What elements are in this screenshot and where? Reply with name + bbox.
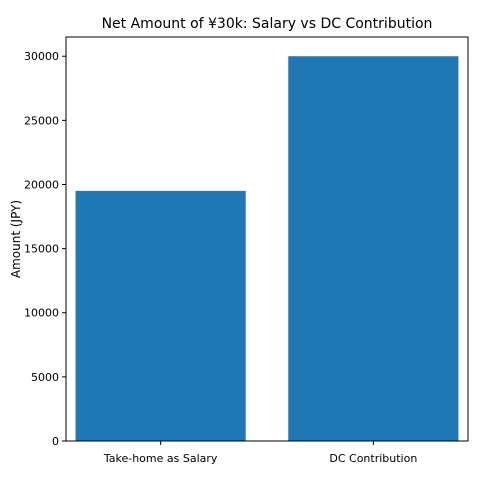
y-tick-label: 0: [52, 435, 59, 448]
y-axis-label: Amount (JPY): [9, 200, 23, 278]
y-axis-ticks: 0 5000 10000 15000 20000 25000 30000: [24, 50, 66, 448]
x-tick-label: DC Contribution: [329, 452, 417, 465]
y-tick-label: 10000: [24, 307, 59, 320]
y-tick-label: 25000: [24, 114, 59, 127]
bars-group: [75, 56, 459, 441]
x-tick-label: Take-home as Salary: [103, 452, 218, 465]
bar-1: [288, 56, 459, 441]
y-tick-label: 20000: [24, 178, 59, 191]
plot-area-frame: [65, 36, 469, 442]
y-tick-label: 30000: [24, 50, 59, 63]
chart-title: Net Amount of ¥30k: Salary vs DC Contrib…: [102, 16, 433, 32]
y-tick-label: 5000: [31, 371, 59, 384]
y-tick-label: 15000: [24, 243, 59, 256]
bar-0: [75, 190, 246, 441]
x-axis-ticks: Take-home as Salary DC Contribution: [103, 441, 417, 465]
